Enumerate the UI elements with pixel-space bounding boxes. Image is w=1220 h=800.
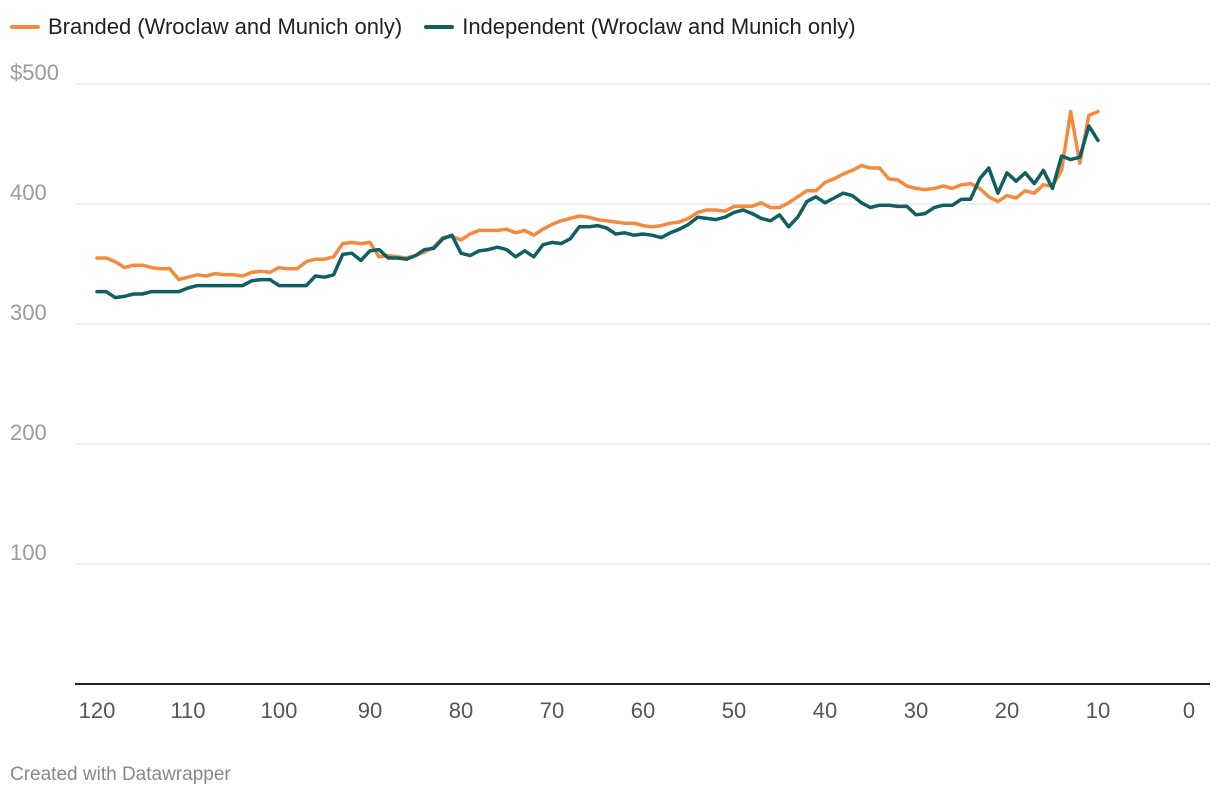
y-tick-label: 300 [10, 300, 47, 325]
footer-credit: Created with Datawrapper [10, 764, 231, 785]
x-tick-label: 70 [540, 698, 564, 723]
legend-swatch-branded [10, 25, 40, 29]
legend-item-independent[interactable]: Independent (Wroclaw and Munich only) [424, 14, 856, 40]
legend-swatch-independent [424, 25, 455, 29]
legend-label-independent: Independent (Wroclaw and Munich only) [462, 14, 856, 39]
x-tick-label: 20 [995, 698, 1019, 723]
x-tick-label: 0 [1183, 698, 1195, 723]
x-tick-label: 40 [813, 698, 837, 723]
x-tick-label: 90 [358, 698, 382, 723]
x-tick-label: 110 [170, 698, 205, 723]
legend-label-branded: Branded (Wroclaw and Munich only) [48, 14, 403, 39]
y-tick-label: 200 [10, 420, 47, 445]
series-line-independent [95, 124, 1100, 300]
series-line-branded [95, 109, 1100, 282]
x-tick-label: 30 [904, 698, 928, 723]
chart-legend: Branded (Wroclaw and Munich only) Indepe… [10, 14, 856, 40]
x-tick-label: 80 [449, 698, 473, 723]
legend-item-branded[interactable]: Branded (Wroclaw and Munich only) [10, 14, 402, 40]
y-tick-label: $500 [10, 60, 59, 85]
y-tick-label: 400 [10, 180, 47, 205]
x-tick-label: 60 [631, 698, 655, 723]
x-tick-label: 120 [79, 698, 116, 723]
x-tick-label: 100 [261, 698, 298, 723]
x-tick-label: 10 [1086, 698, 1110, 723]
x-tick-label: 50 [722, 698, 746, 723]
y-tick-label: 100 [10, 540, 47, 565]
